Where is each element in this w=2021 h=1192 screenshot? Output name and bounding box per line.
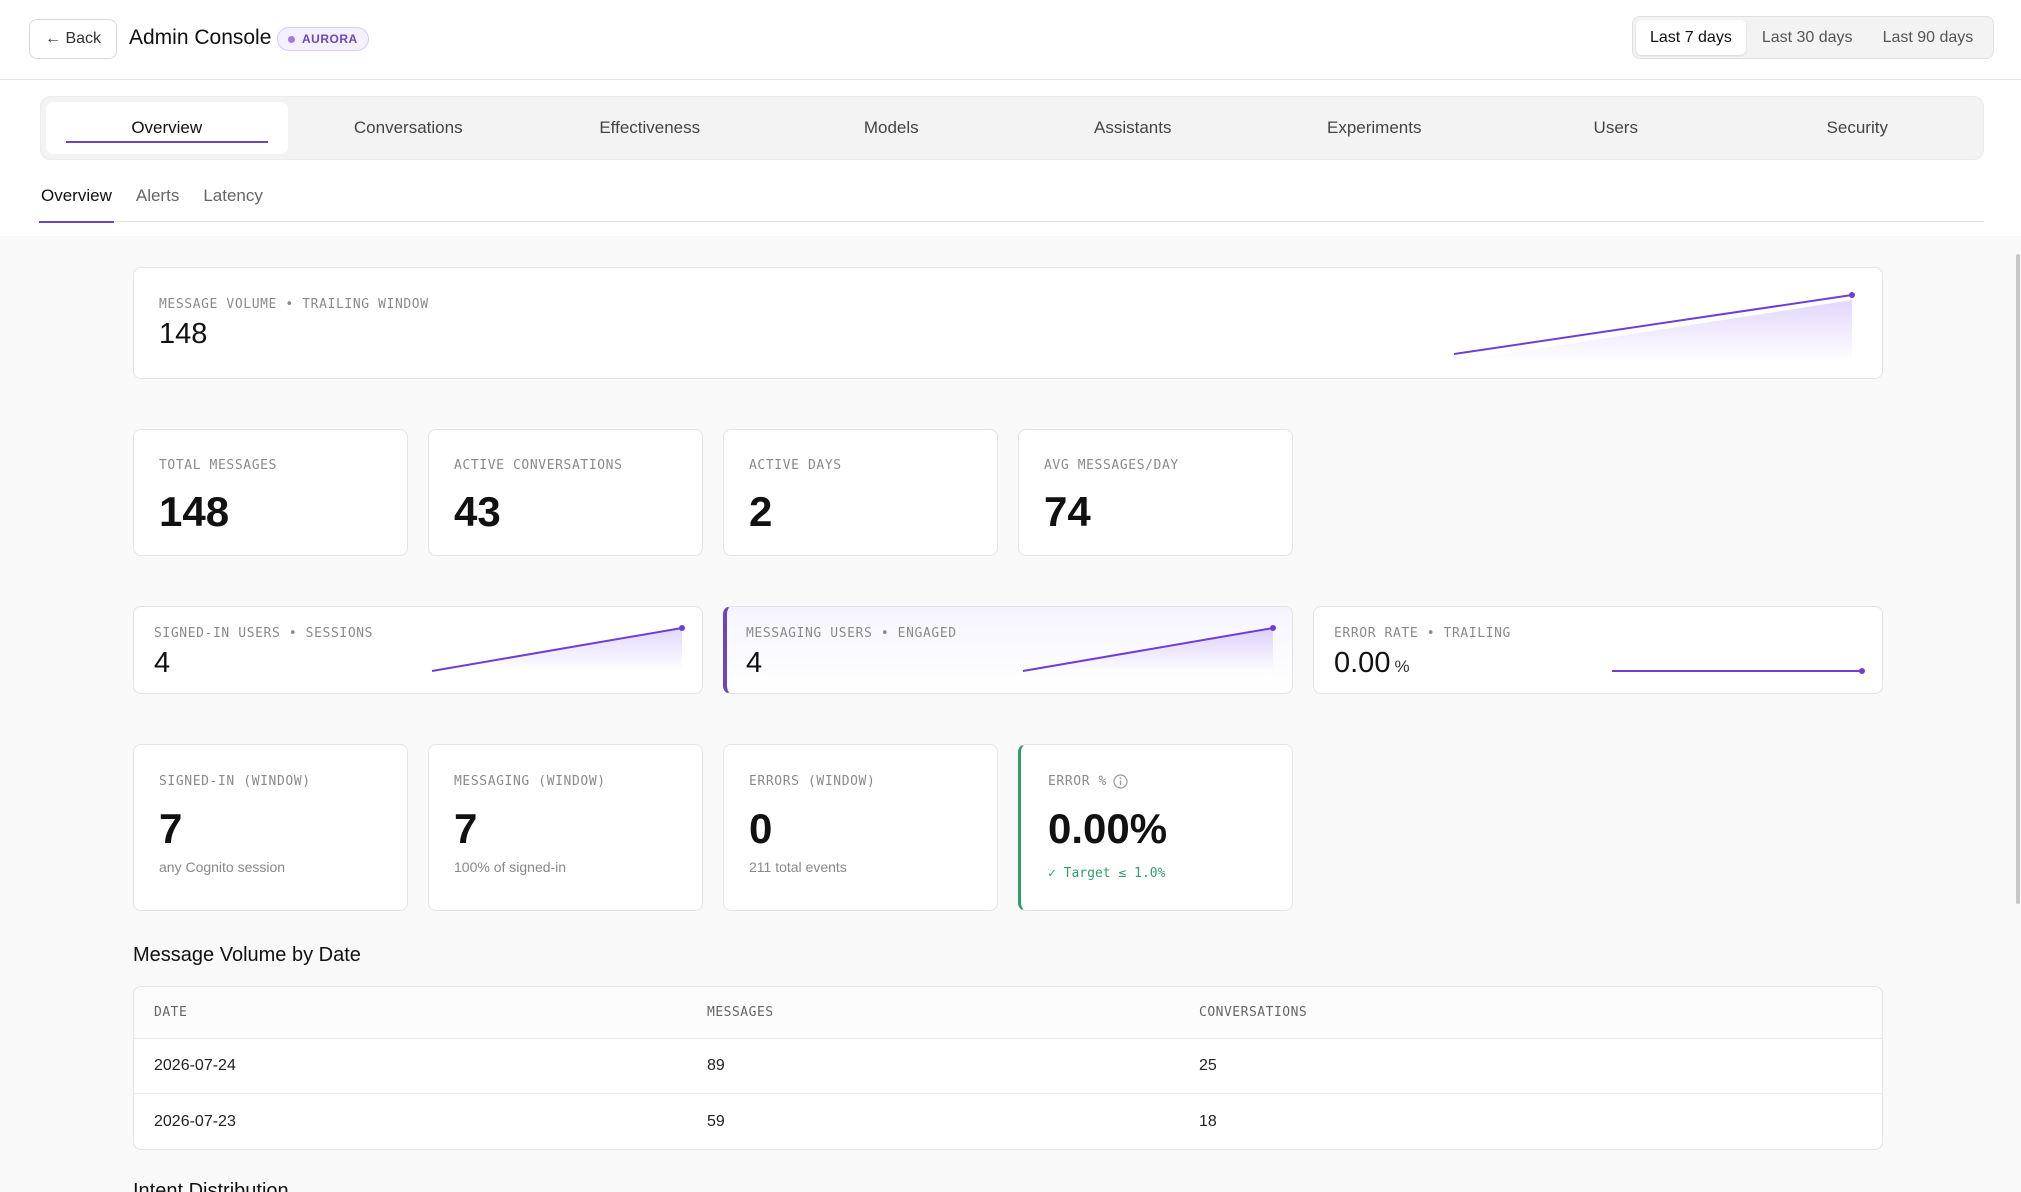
cell-date: 2026-07-24: [154, 1057, 236, 1074]
trend-label: ERROR RATE • TRAILING: [1334, 626, 1511, 641]
top-header: ← Back Admin Console AURORA Last 7 days …: [0, 0, 2021, 80]
messaging-sparkline: [1022, 625, 1276, 672]
section-title-next: Intent Distribution: [133, 1180, 289, 1192]
volume-by-date-table: DATE MESSAGES CONVERSATIONS 2026-07-24 8…: [133, 986, 1883, 1150]
table-header-row: DATE MESSAGES CONVERSATIONS: [134, 987, 1882, 1039]
trend-label: MESSAGING USERS • ENGAGED: [746, 626, 957, 641]
card-label: MESSAGE VOLUME • TRAILING WINDOW: [159, 297, 429, 312]
card-value: 148: [159, 318, 208, 350]
stat-value: 148: [159, 488, 230, 535]
window-label: ERROR %: [1048, 774, 1107, 789]
window-label: SIGNED-IN (WINDOW): [159, 774, 311, 789]
main-tab-bar: Overview Conversations Effectiveness Mod…: [40, 96, 1984, 160]
table-row: 2026-07-23 59 18: [134, 1094, 1882, 1149]
volume-sparkline: [1454, 292, 1855, 362]
subtab-overview[interactable]: Overview: [39, 180, 114, 223]
trend-card-messaging-users: MESSAGING USERS • ENGAGED 4: [723, 606, 1293, 694]
tab-users[interactable]: Users: [1593, 118, 1638, 137]
window-value: 0.00%: [1048, 805, 1168, 852]
tab-experiments[interactable]: Experiments: [1327, 118, 1422, 137]
trend-label: SIGNED-IN USERS • SESSIONS: [154, 626, 374, 641]
column-header-conversations[interactable]: CONVERSATIONS: [1199, 1005, 1308, 1020]
window-label-group: ERROR %: [1048, 774, 1128, 789]
cell-conversations: 25: [1199, 1057, 1217, 1074]
status-dot-icon: [288, 35, 295, 43]
range-last-7-days[interactable]: Last 7 days: [1636, 20, 1746, 55]
environment-badge: AURORA: [277, 27, 369, 51]
window-value: 7: [454, 805, 478, 852]
window-label: MESSAGING (WINDOW): [454, 774, 606, 789]
trend-card-signed-in-users: SIGNED-IN USERS • SESSIONS 4: [133, 606, 703, 694]
section-title-volume-by-date: Message Volume by Date: [133, 944, 361, 966]
window-note: any Cognito session: [159, 859, 286, 875]
stat-card-avg-messages-day: AVG MESSAGES/DAY 74: [1018, 429, 1293, 556]
window-card-signed-in: SIGNED-IN (WINDOW) 7 any Cognito session: [133, 744, 408, 911]
stat-label: ACTIVE CONVERSATIONS: [454, 458, 623, 473]
tab-conversations[interactable]: Conversations: [353, 118, 463, 137]
error-rate-sparkline: [1612, 668, 1865, 674]
tab-security[interactable]: Security: [1826, 118, 1888, 137]
tab-assistants[interactable]: Assistants: [1094, 118, 1172, 137]
info-icon[interactable]: [1113, 774, 1128, 789]
window-card-error-percent: ERROR % 0.00% ✓ Target ≤ 1.0%: [1018, 744, 1293, 911]
sub-tab-bar: Overview Alerts Latency: [39, 180, 1984, 223]
window-value: 7: [159, 805, 183, 852]
stat-value: 43: [454, 488, 501, 535]
window-note: 211 total events: [749, 859, 847, 875]
stat-label: ACTIVE DAYS: [749, 458, 842, 473]
tab-models[interactable]: Models: [863, 118, 919, 137]
window-card-errors: ERRORS (WINDOW) 0 211 total events: [723, 744, 998, 911]
cell-messages: 89: [707, 1057, 725, 1074]
column-header-messages[interactable]: MESSAGES: [707, 1005, 774, 1020]
stat-label: TOTAL MESSAGES: [159, 458, 277, 473]
trend-value: 0.00: [1334, 647, 1391, 679]
date-range-selector: Last 7 days Last 30 days Last 90 days: [1632, 16, 1994, 59]
tab-effectiveness[interactable]: Effectiveness: [599, 118, 701, 137]
stat-card-active-conversations: ACTIVE CONVERSATIONS 43: [428, 429, 703, 556]
window-label: ERRORS (WINDOW): [749, 774, 876, 789]
trend-unit: %: [1394, 657, 1410, 676]
window-card-messaging: MESSAGING (WINDOW) 7 100% of signed-in: [428, 744, 703, 911]
signed-in-sparkline: [431, 625, 685, 672]
stat-value: 2: [749, 488, 773, 535]
subtab-alerts[interactable]: Alerts: [135, 186, 180, 205]
subtab-latency[interactable]: Latency: [203, 186, 263, 205]
back-button[interactable]: ← Back: [29, 19, 118, 59]
column-header-date[interactable]: DATE: [154, 1005, 188, 1020]
stat-value: 74: [1044, 488, 1091, 535]
window-value: 0: [749, 805, 773, 852]
page-title: Admin Console: [129, 26, 272, 49]
window-note: 100% of signed-in: [454, 859, 567, 875]
range-last-90-days[interactable]: Last 90 days: [1882, 28, 1974, 46]
table-row: 2026-07-24 89 25: [134, 1039, 1882, 1094]
range-last-30-days[interactable]: Last 30 days: [1761, 28, 1853, 46]
scrollbar-thumb[interactable]: [2016, 254, 2020, 904]
trend-card-error-rate: ERROR RATE • TRAILING 0.00 %: [1313, 606, 1883, 694]
stat-card-total-messages: TOTAL MESSAGES 148: [133, 429, 408, 556]
trend-value: 4: [154, 647, 171, 679]
stat-card-active-days: ACTIVE DAYS 2: [723, 429, 998, 556]
environment-badge-label: AURORA: [302, 32, 358, 46]
message-volume-card: MESSAGE VOLUME • TRAILING WINDOW 148: [133, 267, 1883, 379]
target-note: ✓ Target ≤ 1.0%: [1048, 866, 1166, 881]
trend-value-group: 0.00 %: [1334, 647, 1410, 680]
stat-label: AVG MESSAGES/DAY: [1044, 458, 1179, 473]
trend-value: 4: [746, 647, 763, 679]
cell-date: 2026-07-23: [154, 1112, 236, 1130]
cell-messages: 59: [707, 1112, 725, 1130]
tab-overview[interactable]: Overview: [46, 102, 288, 154]
cell-conversations: 18: [1199, 1112, 1217, 1130]
